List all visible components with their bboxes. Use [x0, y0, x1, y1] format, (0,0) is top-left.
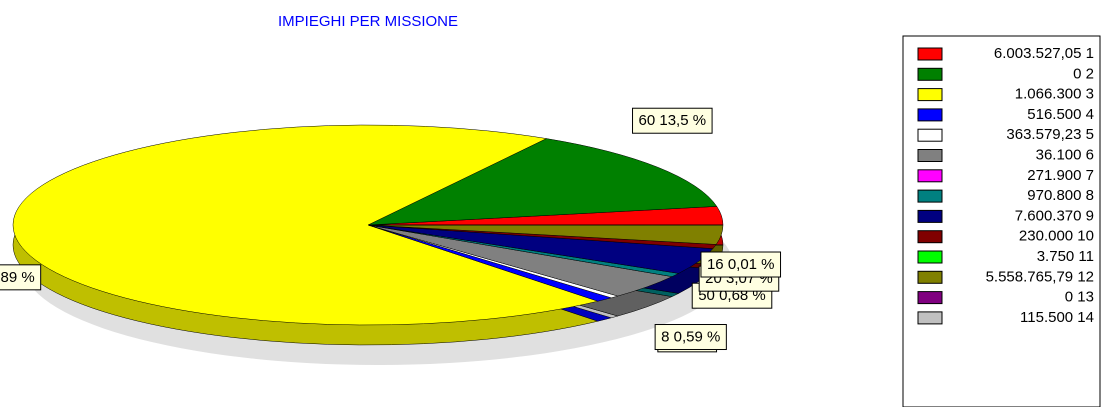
legend-swatch: [917, 311, 943, 325]
chart-title: IMPIEGHI PER MISSIONE: [278, 13, 458, 30]
data-label: 16 0,01 %: [707, 256, 775, 273]
legend-label: 3.750 11: [1037, 248, 1094, 265]
legend-label: 0 13: [1065, 289, 1094, 306]
legend-swatch: [917, 270, 943, 284]
legend-swatch: [917, 189, 943, 203]
label-box: [700, 251, 782, 278]
label-box: [654, 324, 727, 351]
legend-swatch: [917, 209, 943, 223]
legend-swatch: [917, 47, 943, 61]
legend-swatch: [917, 169, 943, 183]
slice: [367, 138, 718, 226]
legend-label: 271.900 7: [1027, 167, 1094, 184]
legend-label: 970.800 8: [1027, 187, 1094, 204]
legend-label: 1.066.300 3: [1015, 86, 1094, 103]
legend-label: 363.579,23 5: [1006, 126, 1094, 143]
legend-swatch: [917, 291, 943, 305]
legend-swatch: [917, 128, 943, 142]
legend-swatch: [917, 108, 943, 122]
legend-label: 6.003.527,05 1: [994, 45, 1094, 62]
legend-swatch: [917, 230, 943, 244]
legend-label: 516.500 4: [1027, 106, 1094, 123]
data-label: 99 68,89 %: [0, 269, 35, 286]
label-box: [0, 264, 42, 291]
legend-label: 230.000 10: [1019, 228, 1094, 245]
legend-swatch: [917, 88, 943, 102]
slice: [12, 124, 599, 326]
legend-swatch: [917, 67, 943, 81]
data-label: 8 0,59 %: [661, 329, 720, 346]
data-label: 60 13,5 %: [639, 112, 707, 129]
legend-swatch: [917, 250, 943, 264]
legend-label: 7.600.370 9: [1015, 207, 1094, 224]
legend-label: 115.500 14: [1020, 309, 1094, 326]
legend-label: 0 2: [1073, 65, 1094, 82]
label-box: [632, 107, 713, 134]
legend-label: 5.558.765,79 12: [986, 268, 1094, 285]
legend-swatch: [917, 149, 943, 162]
legend-label: 36.100 6: [1036, 146, 1094, 163]
